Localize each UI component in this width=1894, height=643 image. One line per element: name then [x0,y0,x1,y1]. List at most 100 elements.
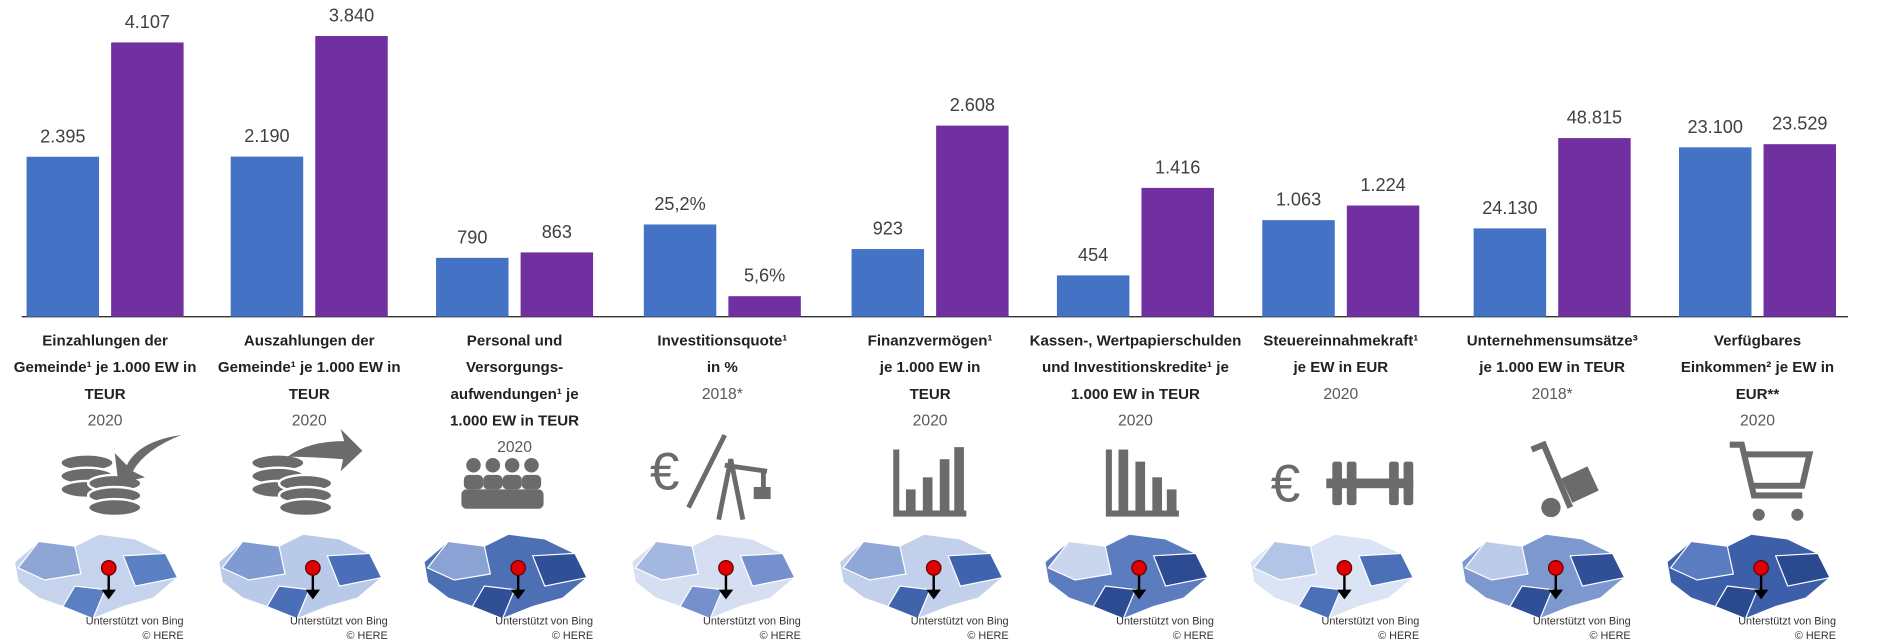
group: 454 1.416 Kassen-, Wertpapierschulden und I… [1030,157,1242,642]
map-credit: © HERE [347,630,388,642]
bar [936,125,1009,317]
coin [277,497,334,518]
map-credit: © HERE [1173,630,1214,642]
map-region [1152,552,1209,587]
category-label: TEUR [289,386,330,403]
group: 923 2.608 Finanzvermögen¹ je 1.000 EW in TEU… [838,95,1009,642]
map-credit: © HERE [1378,630,1419,642]
bar [1056,275,1130,317]
dumbbell-bar [1326,478,1414,489]
value-label: 454 [1078,245,1108,265]
year-label: 2020 [497,439,532,456]
map-region [122,552,179,587]
bar [315,36,388,317]
map-credit: Unterstützt von Bing [86,616,184,628]
value-label: 2.608 [950,95,995,115]
category-label: 1.000 EW in TEUR [450,412,579,429]
map-credit: Unterstützt von Bing [1533,616,1631,628]
chart-bar [905,489,916,512]
category-label: je EW in EUR [1292,359,1388,376]
category-label: EUR** [1736,386,1780,403]
bar [1141,187,1214,317]
map-credit: Unterstützt von Bing [290,616,388,628]
map-region [1774,552,1831,587]
pin [1131,560,1147,576]
map-region [634,540,699,581]
category-label: Auszahlungen der [244,333,375,350]
map-region [1358,552,1415,587]
pin [100,560,117,576]
bar [1763,144,1837,317]
bar [111,42,184,317]
value-label: 1.416 [1155,157,1200,177]
arrow-icon [287,429,363,472]
group: 2.395 4.107 Einzahlungen der Gemeinde¹ je 1… [14,12,197,642]
map-region [221,540,286,581]
map-region [1569,552,1626,587]
bar [728,296,801,317]
crane-load [753,486,771,500]
pin-arrowhead [305,589,321,600]
pin-arrowhead [1548,589,1564,600]
value-label: 2.190 [244,126,289,146]
bar [1473,228,1547,317]
category-label: Unternehmensumsätze³ [1467,333,1638,350]
pin [718,560,734,576]
map-credit: © HERE [142,630,183,642]
map-region [1669,540,1735,581]
value-label: 48.815 [1567,108,1622,128]
category-label: aufwendungen¹ je [450,386,578,403]
group: 1.063 1.224 Steuereinnahmekraft¹ je EW in E… [1249,175,1419,642]
value-label: 25,2% [654,194,705,214]
category-label: Investitionsquote¹ [657,333,787,350]
euro-icon: € [650,442,680,501]
category-label: Gemeinde¹ je 1.000 EW in [14,359,197,376]
map-region [842,540,907,581]
category-label: Personal und [467,333,563,350]
category-label: 1.000 EW in TEUR [1071,386,1200,403]
map-region [326,552,383,587]
map-credit: © HERE [1795,630,1836,642]
value-label: 4.107 [125,12,170,32]
pin-arrowhead [510,589,526,600]
map-region [739,552,796,587]
bar [1558,138,1631,317]
year-label: 2018* [702,386,743,403]
chart-bar [1135,461,1146,514]
cart [1729,441,1814,499]
year-label: 2020 [1323,386,1358,403]
pin [1336,560,1353,576]
body [483,474,503,490]
group: 23.100 23.529 Verfügbares Einkommen² je EW … [1666,114,1837,642]
pin [925,560,942,576]
value-label: 2.395 [40,126,85,146]
body [502,474,522,490]
category-label: Gemeinde¹ je 1.000 EW in [218,359,401,376]
category-label: je 1.000 EW in [879,359,981,376]
value-label: 1.063 [1276,190,1321,210]
map-credit: Unterstützt von Bing [1116,616,1214,628]
group: 2.190 3.840 Auszahlungen der Gemeinde¹ je 1… [218,6,401,643]
category-label: Steuereinnahmekraft¹ [1263,333,1418,350]
pin [1753,560,1769,576]
category-label: Einkommen² je EW in [1681,359,1834,376]
year-label: 2020 [88,412,123,429]
value-label: 790 [457,227,487,247]
year-label: 2020 [913,412,948,429]
map-credit: © HERE [552,630,593,642]
chart-bar [1118,449,1129,514]
body [463,474,484,490]
pin-arrowhead [101,589,116,600]
wheel [1752,508,1765,521]
body [521,474,542,490]
map-credit: Unterstützt von Bing [1738,616,1836,628]
map-credit: © HERE [1589,630,1630,642]
category-label: TEUR [910,386,951,403]
category-label: Finanzvermögen¹ [868,333,993,350]
map-region [531,552,588,587]
value-label: 23.100 [1688,117,1743,137]
bar [436,257,509,317]
category-label: Verfügbares [1714,333,1801,350]
chart-bar [922,477,933,512]
coin [86,497,143,518]
